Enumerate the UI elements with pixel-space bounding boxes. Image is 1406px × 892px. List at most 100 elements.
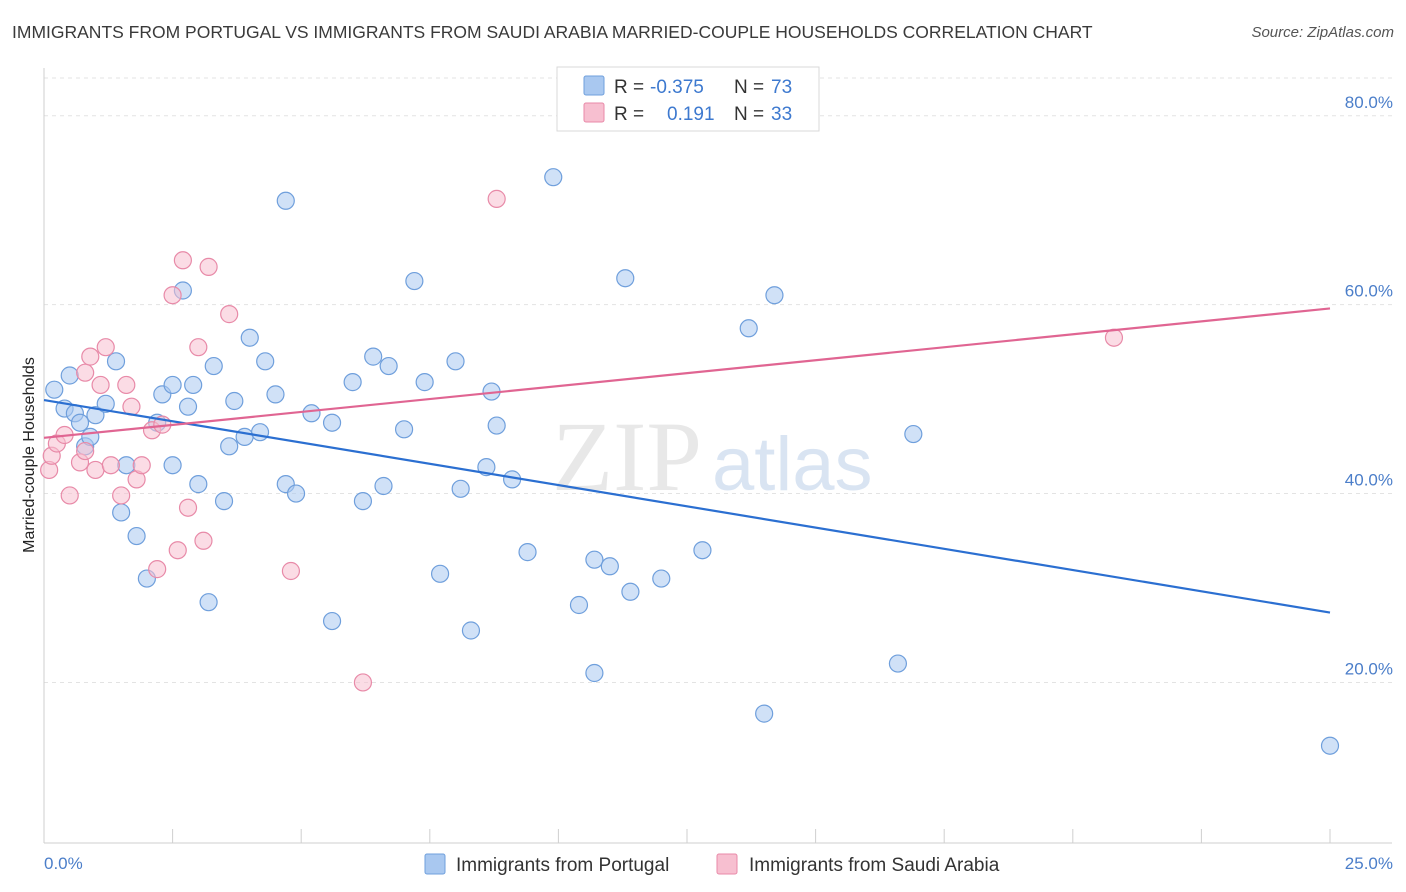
- point-portugal: [652, 569, 671, 588]
- point-saudi: [76, 363, 95, 382]
- point-portugal: [765, 286, 784, 305]
- point-portugal: [600, 557, 619, 576]
- point-portugal: [86, 406, 105, 425]
- point-portugal: [276, 191, 295, 210]
- point-portugal: [1320, 736, 1340, 755]
- point-saudi: [117, 375, 136, 395]
- source-label: Source: ZipAtlas.com: [1251, 24, 1394, 41]
- point-portugal: [163, 456, 182, 475]
- point-portugal: [585, 550, 604, 569]
- point-saudi: [76, 441, 95, 461]
- point-saudi: [163, 286, 182, 305]
- point-portugal: [379, 356, 398, 376]
- point-portugal: [394, 420, 414, 439]
- point-portugal: [446, 352, 465, 371]
- trend-line-saudi: [43, 307, 1331, 439]
- point-portugal: [322, 611, 342, 631]
- point-portugal: [112, 503, 131, 522]
- point-portugal: [322, 413, 342, 432]
- data-points: [40, 168, 1340, 755]
- legend-n-value-saudi: 33: [771, 104, 792, 125]
- bottom-legend-label-portugal: Immigrants from Portugal: [456, 855, 669, 876]
- point-portugal: [220, 437, 239, 456]
- trend-lines: [43, 307, 1331, 614]
- watermark-atlas: atlas: [712, 422, 873, 507]
- point-portugal: [693, 541, 712, 560]
- point-portugal: [256, 352, 275, 371]
- point-portugal: [189, 475, 208, 494]
- point-saudi: [148, 560, 167, 579]
- point-saudi: [194, 531, 213, 550]
- point-portugal: [430, 564, 450, 583]
- point-saudi: [81, 347, 100, 366]
- point-portugal: [621, 582, 640, 601]
- point-portugal: [199, 593, 218, 612]
- point-saudi: [96, 338, 115, 357]
- legend-swatch-portugal: [583, 75, 605, 96]
- y-tick-label: 80.0%: [1345, 93, 1393, 112]
- bottom-legend-swatch-saudi: [716, 853, 738, 875]
- axes: 20.0% 40.0% 60.0% 80.0% 0.0% 25.0%: [43, 68, 1393, 873]
- point-portugal: [117, 456, 136, 475]
- point-portugal: [461, 621, 481, 640]
- watermark-zip: ZIP: [552, 401, 702, 512]
- point-saudi: [199, 257, 218, 276]
- point-portugal: [302, 404, 321, 423]
- point-saudi: [60, 486, 79, 505]
- legend-r-value-saudi: 0.191: [667, 104, 715, 125]
- legend-r-label-saudi: R =: [614, 104, 644, 125]
- point-portugal: [343, 373, 362, 392]
- point-portugal: [353, 492, 373, 511]
- bottom-legend-label-saudi: Immigrants from Saudi Arabia: [749, 855, 1000, 876]
- point-portugal: [240, 328, 259, 347]
- trend-line-portugal: [43, 398, 1331, 614]
- point-saudi: [281, 561, 301, 581]
- point-portugal: [451, 479, 470, 498]
- point-saudi: [168, 541, 187, 560]
- point-portugal: [518, 543, 537, 562]
- x-tick-label-max: 25.0%: [1345, 854, 1393, 873]
- point-portugal: [405, 271, 424, 291]
- point-saudi: [487, 189, 506, 208]
- point-portugal: [569, 595, 589, 615]
- legend-n-label-portugal: N =: [734, 77, 764, 98]
- point-saudi: [112, 486, 131, 505]
- point-portugal: [60, 366, 79, 385]
- point-portugal: [204, 356, 223, 376]
- point-portugal: [266, 385, 285, 404]
- point-portugal: [225, 391, 244, 411]
- point-portugal: [184, 375, 203, 395]
- point-saudi: [173, 251, 192, 270]
- legend-n-label-saudi: N =: [734, 104, 764, 125]
- point-portugal: [163, 375, 182, 395]
- point-saudi: [132, 456, 151, 475]
- y-tick-label: 60.0%: [1345, 282, 1393, 301]
- point-portugal: [127, 526, 146, 546]
- watermark: ZIP atlas: [552, 401, 873, 512]
- point-portugal: [214, 492, 234, 511]
- x-tick-label-min: 0.0%: [44, 854, 83, 873]
- bottom-legend: Immigrants from Portugal Immigrants from…: [424, 853, 1000, 876]
- point-portugal: [250, 423, 270, 442]
- legend-n-value-portugal: 73: [771, 77, 792, 98]
- point-portugal: [616, 269, 635, 288]
- y-axis-title: Married-couple Households: [21, 357, 38, 553]
- point-portugal: [415, 373, 434, 392]
- bottom-legend-swatch-portugal: [424, 853, 446, 875]
- point-portugal: [755, 704, 774, 723]
- point-portugal: [178, 397, 198, 416]
- point-portugal: [374, 476, 393, 496]
- y-tick-label: 20.0%: [1345, 659, 1393, 678]
- point-portugal: [487, 416, 506, 435]
- legend-r-label-portugal: R =: [614, 77, 644, 98]
- stats-legend: R = -0.375 N = 73 R = 0.191 N = 33: [556, 66, 820, 132]
- point-portugal: [739, 319, 758, 338]
- point-portugal: [45, 380, 64, 399]
- point-portugal: [96, 394, 115, 413]
- point-portugal: [904, 424, 923, 444]
- point-portugal: [286, 484, 306, 503]
- y-tick-label: 40.0%: [1345, 471, 1393, 490]
- point-portugal: [544, 168, 563, 187]
- legend-r-value-portugal: -0.375: [650, 77, 704, 98]
- point-saudi: [353, 673, 373, 692]
